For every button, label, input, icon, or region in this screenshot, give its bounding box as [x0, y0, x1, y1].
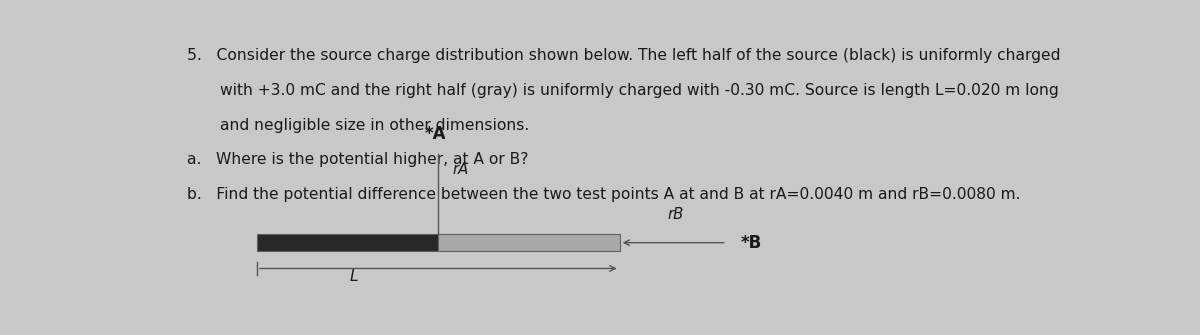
Text: L: L: [350, 269, 359, 284]
Bar: [257, 234, 438, 251]
Text: b.   Find the potential difference between the two test points A at and B at rA=: b. Find the potential difference between…: [187, 187, 1021, 202]
Bar: [438, 234, 619, 251]
Text: *B: *B: [740, 234, 762, 252]
Text: 5.   Consider the source charge distribution shown below. The left half of the s: 5. Consider the source charge distributi…: [187, 48, 1061, 63]
Text: *A: *A: [425, 125, 446, 143]
Text: rB: rB: [667, 207, 684, 222]
Text: with +3.0 mC and the right half (gray) is uniformly charged with -0.30 mC. Sourc: with +3.0 mC and the right half (gray) i…: [220, 83, 1058, 98]
Text: and negligible size in other dimensions.: and negligible size in other dimensions.: [220, 118, 529, 133]
Text: a.   Where is the potential higher, at A or B?: a. Where is the potential higher, at A o…: [187, 152, 529, 168]
Text: rA: rA: [452, 162, 468, 177]
